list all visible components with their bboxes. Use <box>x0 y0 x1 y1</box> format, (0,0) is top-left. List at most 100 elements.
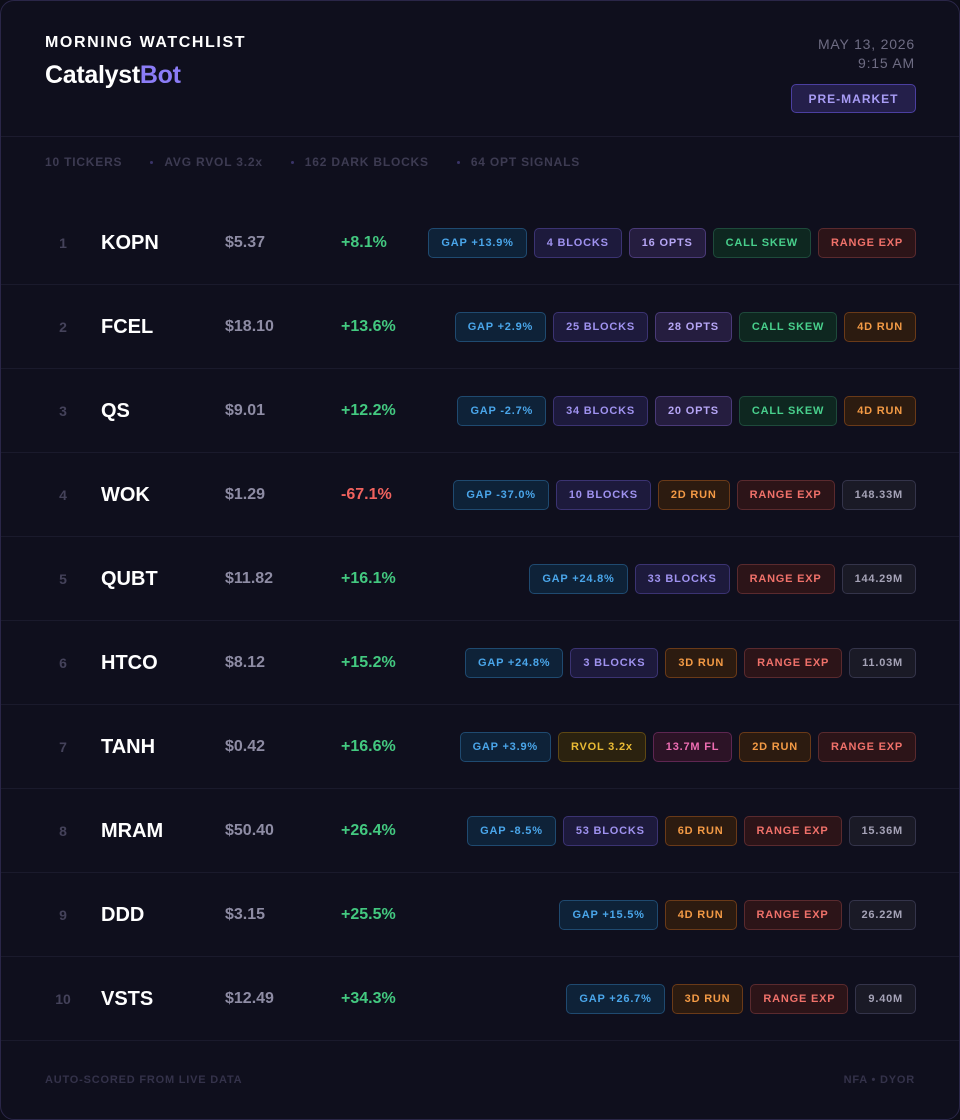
brand-logo: CatalystBot <box>45 61 181 90</box>
ticker-symbol: KOPN <box>101 232 159 254</box>
signal-tag-run: 6D RUN <box>664 816 737 846</box>
price-change: +25.5% <box>341 906 396 923</box>
table-row[interactable]: 3 QS $9.01 +12.2% GAP -2.7% 34 BLOCKS 20 OPTS C… <box>1 369 959 453</box>
price-change: +13.6% <box>341 318 396 335</box>
signal-tag-blocks: 34 BLOCKS <box>553 396 649 426</box>
signal-tag-vol: 148.33M <box>841 480 916 510</box>
signal-tag-range: RANGE EXP <box>744 648 843 678</box>
signal-tag-vol: 11.03M <box>849 648 916 678</box>
table-row[interactable]: 10 VSTS $12.49 +34.3% GAP +26.7% 3D RUN RANGE … <box>1 957 959 1041</box>
signal-tag-range: RANGE EXP <box>743 816 842 846</box>
signal-tags: GAP -2.7% 34 BLOCKS 20 OPTS CALL SKEW 4D RUN <box>457 396 916 426</box>
brand-accent: Bot <box>139 61 181 89</box>
signal-tag-vol: 26.22M <box>848 900 916 930</box>
row-rank: 9 <box>59 907 67 923</box>
signal-tag-gap: GAP +13.9% <box>428 228 527 258</box>
table-row[interactable]: 1 KOPN $5.37 +8.1% GAP +13.9% 4 BLOCKS 16 OPTS… <box>1 201 959 285</box>
row-rank: 8 <box>59 823 67 839</box>
signal-tags: GAP +24.8% 33 BLOCKS RANGE EXP 144.29M <box>529 564 916 594</box>
price-change: +15.2% <box>341 654 396 671</box>
signal-tag-blocks: 53 BLOCKS <box>562 816 658 846</box>
table-row[interactable]: 7 TANH $0.42 +16.6% GAP +3.9% RVOL 3.2x 13.7M … <box>1 705 959 789</box>
row-rank: 5 <box>59 571 67 587</box>
price-change: -67.1% <box>341 486 392 503</box>
signal-tag-gap: GAP +24.8% <box>465 648 564 678</box>
signal-tag-run: 2D RUN <box>657 480 730 510</box>
ticker-symbol: QUBT <box>101 568 158 590</box>
ticker-symbol: FCEL <box>101 316 154 338</box>
signal-tag-blocks: 3 BLOCKS <box>570 648 659 678</box>
ticker-price: $11.82 <box>225 570 274 587</box>
session-badge: PRE-MARKET <box>791 84 916 113</box>
signal-tag-vol: 15.36M <box>848 816 916 846</box>
signal-tag-gap: GAP +15.5% <box>559 900 658 930</box>
signal-tag-rvol: RVOL 3.2x <box>557 732 646 762</box>
ticker-price: $1.29 <box>225 486 266 503</box>
ticker-price: $12.49 <box>225 990 274 1007</box>
signal-tag-opts: 20 OPTS <box>655 396 732 426</box>
ticker-symbol: QS <box>101 400 130 422</box>
stat-separator-dot <box>456 160 460 164</box>
row-rank: 4 <box>59 487 67 503</box>
row-rank: 1 <box>59 235 67 251</box>
header: MORNING WATCHLIST CatalystBot MAY 13, 20… <box>1 1 959 137</box>
ticker-price: $5.37 <box>225 234 266 251</box>
signal-tags: GAP -37.0% 10 BLOCKS 2D RUN RANGE EXP 148.33… <box>453 480 916 510</box>
price-change: +34.3% <box>341 990 396 1007</box>
signal-tag-run: 3D RUN <box>665 648 738 678</box>
timestamp: MAY 13, 2026 9:15 AM <box>818 35 915 73</box>
signal-tag-run: 4D RUN <box>844 396 916 426</box>
signal-tag-gap: GAP -8.5% <box>467 816 556 846</box>
signal-tags: GAP +15.5% 4D RUN RANGE EXP 26.22M <box>559 900 916 930</box>
table-row[interactable]: 4 WOK $1.29 -67.1% GAP -37.0% 10 BLOCKS 2D RUN… <box>1 453 959 537</box>
ticker-symbol: VSTS <box>101 988 154 1010</box>
ticker-price: $0.42 <box>225 738 266 755</box>
table-row[interactable]: 2 FCEL $18.10 +13.6% GAP +2.9% 25 BLOCKS 28 OP… <box>1 285 959 369</box>
summary-stats: 10 TICKERS AVG RVOL 3.2x 162 DARK BLOCKS 64… <box>45 155 580 169</box>
signal-tag-run: 3D RUN <box>671 984 744 1014</box>
table-row[interactable]: 6 HTCO $8.12 +15.2% GAP +24.8% 3 BLOCKS 3D RUN… <box>1 621 959 705</box>
ticker-price: $18.10 <box>225 318 274 335</box>
signal-tag-gap: GAP +2.9% <box>454 312 547 342</box>
row-rank: 7 <box>59 739 67 755</box>
time-text: 9:15 AM <box>858 55 915 71</box>
signal-tag-blocks: 25 BLOCKS <box>553 312 649 342</box>
signal-tag-run: 2D RUN <box>739 732 811 762</box>
signal-tag-gap: GAP +24.8% <box>529 564 628 594</box>
signal-tag-range: RANGE EXP <box>743 900 842 930</box>
signal-tag-gap: GAP +3.9% <box>459 732 551 762</box>
table-row[interactable]: 9 DDD $3.15 +25.5% GAP +15.5% 4D RUN RANGE EXP… <box>1 873 959 957</box>
signal-tag-blocks: 10 BLOCKS <box>555 480 651 510</box>
price-change: +26.4% <box>341 822 396 839</box>
ticker-price: $9.01 <box>225 402 266 419</box>
stat-item: 162 DARK BLOCKS <box>304 155 429 169</box>
ticker-symbol: WOK <box>101 484 150 506</box>
signal-tag-vol: 144.29M <box>841 564 916 594</box>
watchlist-table: 1 KOPN $5.37 +8.1% GAP +13.9% 4 BLOCKS 16 OPTS… <box>1 201 959 1041</box>
row-rank: 2 <box>59 319 67 335</box>
signal-tag-gap: GAP -37.0% <box>453 480 549 510</box>
price-change: +16.6% <box>341 738 396 755</box>
stat-separator-dot <box>290 160 294 164</box>
signal-tag-blocks: 4 BLOCKS <box>533 228 622 258</box>
date-text: MAY 13, 2026 <box>817 36 915 52</box>
ticker-symbol: HTCO <box>101 652 158 674</box>
ticker-symbol: MRAM <box>101 820 164 842</box>
watchlist-title: MORNING WATCHLIST <box>45 34 247 51</box>
signal-tags: GAP +24.8% 3 BLOCKS 3D RUN RANGE EXP 11.03M <box>465 648 916 678</box>
signal-tag-run: 4D RUN <box>844 312 916 342</box>
signal-tag-opts: 28 OPTS <box>655 312 732 342</box>
signal-tag-range: RANGE EXP <box>818 732 916 762</box>
signal-tags: GAP +2.9% 25 BLOCKS 28 OPTS CALL SKEW 4D RUN <box>454 312 916 342</box>
table-row[interactable]: 5 QUBT $11.82 +16.1% GAP +24.8% 33 BLOCKS RANG… <box>1 537 959 621</box>
stat-separator-dot <box>150 160 154 164</box>
signal-tag-skew: CALL SKEW <box>738 396 838 426</box>
signal-tags: GAP +13.9% 4 BLOCKS 16 OPTS CALL SKEW RANGE … <box>428 228 916 258</box>
ticker-symbol: DDD <box>101 904 145 926</box>
price-change: +12.2% <box>341 402 396 419</box>
stat-item: 64 OPT SIGNALS <box>470 155 581 169</box>
row-rank: 10 <box>55 991 71 1007</box>
table-row[interactable]: 8 MRAM $50.40 +26.4% GAP -8.5% 53 BLOCKS 6D RU… <box>1 789 959 873</box>
signal-tag-gap: GAP -2.7% <box>457 396 547 426</box>
